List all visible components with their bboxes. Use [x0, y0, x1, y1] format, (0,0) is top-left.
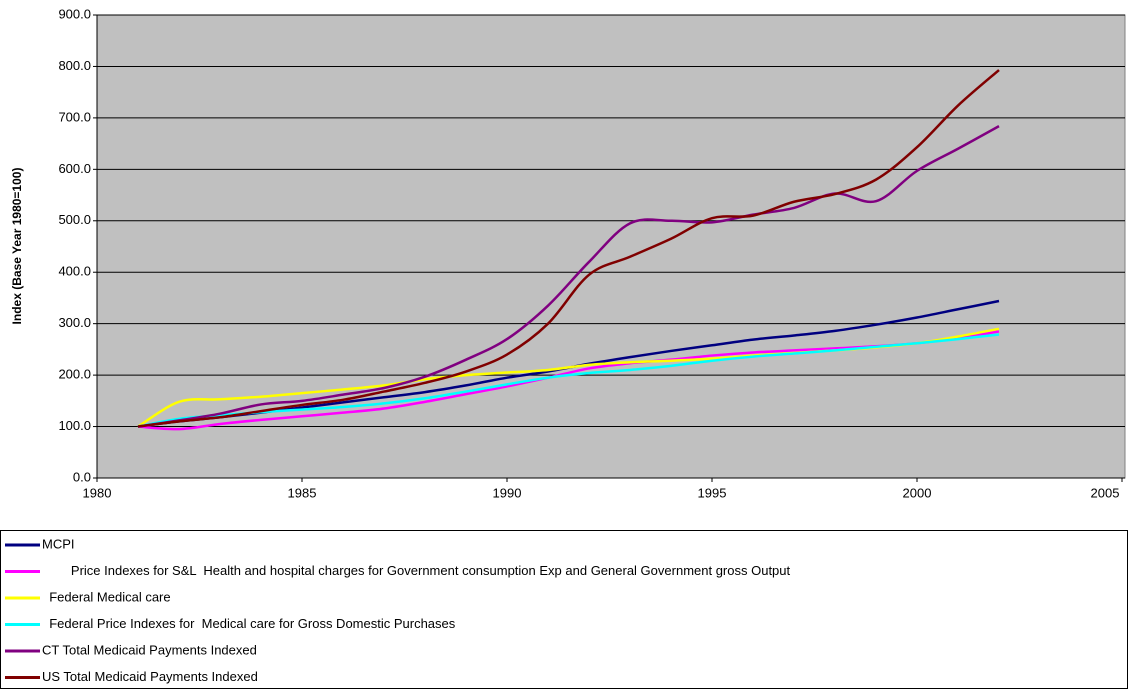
y-tick-label: 100.0: [58, 418, 91, 433]
y-tick-label: 200.0: [58, 367, 91, 382]
legend: [0, 530, 1128, 689]
legend-label: Federal Price Indexes for Medical care f…: [42, 616, 456, 631]
y-tick-label: 0.0: [73, 469, 91, 484]
legend-label: Price Indexes for S&L Health and hospita…: [42, 563, 791, 578]
y-tick-label: 500.0: [58, 212, 91, 227]
y-tick-label: 800.0: [58, 58, 91, 73]
series-line: [137, 125, 1000, 428]
legend-label: CT Total Medicaid Payments Indexed: [42, 642, 257, 657]
x-tick-label: 2000: [903, 485, 932, 500]
legend-label: Federal Medical care: [42, 589, 171, 604]
y-tick-label: 600.0: [58, 161, 91, 176]
x-tick-label: 1995: [698, 485, 727, 500]
y-tick-label: 900.0: [58, 6, 91, 21]
plot-area: [96, 14, 1126, 479]
x-tick-label: 1990: [493, 485, 522, 500]
y-axis-label: Index (Base Year 1980=100): [10, 168, 24, 325]
y-tick-label: 700.0: [58, 109, 91, 124]
x-tick-label: 2005: [1091, 485, 1120, 500]
series-line: [137, 333, 1000, 428]
y-tick-label: 400.0: [58, 264, 91, 279]
x-tick-label: 1980: [83, 485, 112, 500]
y-tick-label: 300.0: [58, 315, 91, 330]
legend-label: MCPI: [42, 536, 75, 551]
x-tick-label: 1985: [288, 485, 317, 500]
series-line: [137, 69, 1000, 428]
legend-label: US Total Medicaid Payments Indexed: [42, 669, 258, 684]
